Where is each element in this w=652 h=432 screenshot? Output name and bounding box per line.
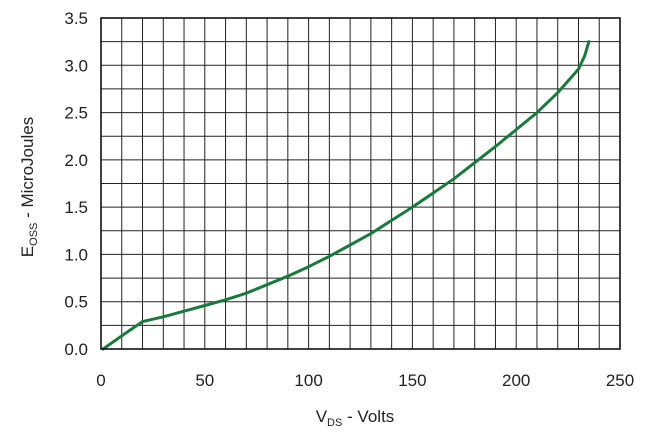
- y-tick-label: 0.5: [64, 293, 88, 312]
- x-tick-label: 200: [502, 371, 530, 390]
- x-tick-label: 0: [96, 371, 105, 390]
- y-axis-title: EOSS - MicroJoules: [18, 117, 40, 257]
- series-curve: [101, 40, 591, 351]
- y-tick-label: 3.0: [64, 56, 88, 75]
- x-tick-label: 250: [606, 371, 634, 390]
- series-line: [101, 40, 591, 351]
- x-tick-label: 50: [195, 371, 214, 390]
- y-tick-label: 2.5: [64, 104, 88, 123]
- plot-frame: [100, 17, 621, 350]
- plot-border: [100, 17, 621, 350]
- grid: [101, 18, 620, 349]
- x-tick-label: 100: [294, 371, 322, 390]
- y-tick-label: 1.0: [64, 245, 88, 264]
- x-tick-labels: 0 50 100 150 200 250: [96, 371, 634, 390]
- y-tick-label: 2.0: [64, 151, 88, 170]
- y-tick-label: 1.5: [64, 198, 88, 217]
- y-tick-labels: 0.0 0.5 1.0 1.5 2.0 2.5 3.0 3.5: [64, 9, 88, 359]
- y-tick-label: 0.0: [64, 340, 88, 359]
- y-tick-label: 3.5: [64, 9, 88, 28]
- x-tick-label: 150: [398, 371, 426, 390]
- x-axis-title: VDS - Volts: [316, 407, 395, 429]
